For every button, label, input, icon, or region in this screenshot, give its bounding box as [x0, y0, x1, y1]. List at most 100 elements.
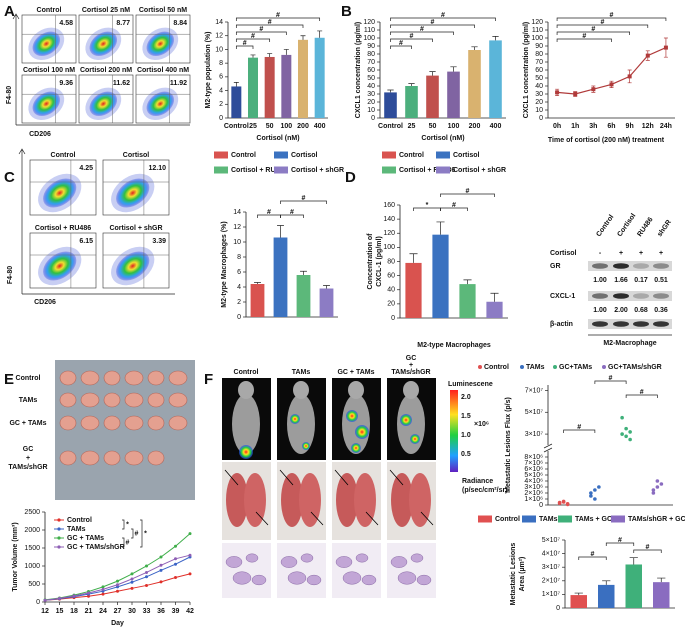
point [597, 485, 601, 489]
luminescence [239, 445, 253, 459]
marker [145, 564, 148, 568]
blot-value: 0.17 [634, 277, 648, 284]
tumor [147, 392, 165, 408]
flow-value: 11.62 [113, 80, 130, 87]
blot-value: 1.00 [593, 307, 607, 314]
x-tick-label: 3h [589, 123, 597, 130]
flow-label: Cortisol 100 nM [23, 67, 75, 74]
significance-label: # [591, 26, 595, 33]
tumor [147, 415, 165, 431]
significance-bracket [235, 17, 321, 21]
marker [188, 572, 192, 576]
error-bar [471, 46, 478, 50]
legend-swatch [274, 166, 288, 174]
flow-density [32, 31, 61, 57]
y-tick-label: 3×10⁶ [524, 484, 543, 491]
flow-density [32, 91, 61, 117]
x-tick-label: 12 [41, 608, 49, 615]
y-tick-label: 0 [219, 115, 223, 122]
y-tick-label: 0 [237, 314, 241, 321]
significance-label: # [267, 209, 271, 216]
x-tick-label: 9h [626, 123, 634, 130]
y-tick-label: 8 [219, 60, 223, 67]
legend-label: Control [484, 364, 509, 371]
y-tick-label: 20 [535, 99, 543, 106]
marker [72, 594, 76, 598]
point [659, 482, 664, 486]
marker [188, 532, 192, 536]
y-tick-label: 2 [237, 299, 241, 306]
y-tick-label: 30 [535, 91, 543, 98]
error-bar [250, 54, 256, 58]
tumor [168, 415, 188, 431]
tumor [103, 392, 121, 408]
significance-bracket [390, 38, 433, 42]
legend-swatch [522, 515, 536, 523]
point [624, 434, 628, 439]
x-tick-label: 39 [172, 608, 180, 615]
flow-label: Cortisol 200 nM [80, 67, 132, 74]
y-tick-label: 14 [233, 209, 241, 216]
significance-bracket [633, 549, 662, 553]
marker [591, 87, 596, 92]
error-bar [300, 270, 307, 275]
flow-value: 8.77 [116, 20, 130, 27]
legend-label: Cortisol + shGR [453, 167, 506, 174]
legend-label: Cortisol [453, 152, 480, 159]
bar [405, 262, 422, 318]
blot-band [633, 321, 649, 327]
significance-label: # [126, 539, 130, 546]
blot-band [653, 293, 669, 299]
y-tick-label: 6 [219, 74, 223, 81]
tumor [59, 450, 77, 466]
blot-band [592, 263, 608, 269]
x-tick-label: 21 [85, 608, 93, 615]
blot-row-label: CXCL-1 [550, 293, 575, 300]
bar [248, 57, 258, 118]
y-tick-label: 3×10⁷ [542, 564, 561, 571]
x-axis-label: Time of cortisol (200 nM) treatment [548, 137, 665, 144]
x-tick-label: 400 [490, 123, 502, 130]
marker [174, 557, 177, 561]
panel-label: A [4, 3, 15, 20]
blot-band [613, 321, 629, 327]
marker [116, 589, 119, 593]
blot-column-label: shGR [656, 219, 672, 238]
flow-label: Cortisol + shGR [109, 225, 162, 232]
flow-density [43, 178, 77, 208]
point [651, 488, 656, 492]
histology-tissue [232, 571, 252, 585]
point [620, 432, 624, 436]
blot-column-label: RU486 [636, 216, 654, 238]
significance-bracket [235, 31, 287, 35]
tumor-row-label: Control [16, 375, 41, 382]
flow-value: 3.39 [152, 238, 166, 245]
y-tick-label: 110 [532, 27, 543, 34]
luminescence [290, 414, 300, 424]
y-tick-label: 5×10⁶ [524, 472, 543, 479]
y-axis-label: CXCL-1 (pg/ml) [376, 236, 383, 287]
significance-label: # [302, 195, 306, 202]
tumor [168, 370, 188, 386]
panel-label: E [4, 371, 14, 388]
colorbar-tick: 1.0 [461, 432, 471, 439]
mouse-head [348, 381, 364, 399]
flow-value: 4.58 [59, 20, 73, 27]
y-tick-label: 20 [387, 301, 395, 308]
y-tick-label: 4 [219, 87, 223, 94]
tumor-row-label: GC [23, 446, 34, 453]
marker [43, 598, 47, 602]
y-tick-label: 40 [535, 83, 543, 90]
marker [101, 587, 105, 591]
imaging-group-label: + [409, 362, 413, 369]
imaging-group-label: GC [406, 355, 417, 362]
y-tick-label: 90 [367, 43, 375, 50]
tumor [124, 415, 144, 431]
mouse [342, 394, 370, 454]
error-bar [492, 36, 499, 41]
significance-label: # [290, 209, 294, 216]
y-axis-label: M2-type population (%) [205, 32, 212, 109]
y-tick-label: 20 [367, 99, 375, 106]
y-tick-label: 100 [383, 244, 395, 251]
bar [231, 86, 242, 118]
